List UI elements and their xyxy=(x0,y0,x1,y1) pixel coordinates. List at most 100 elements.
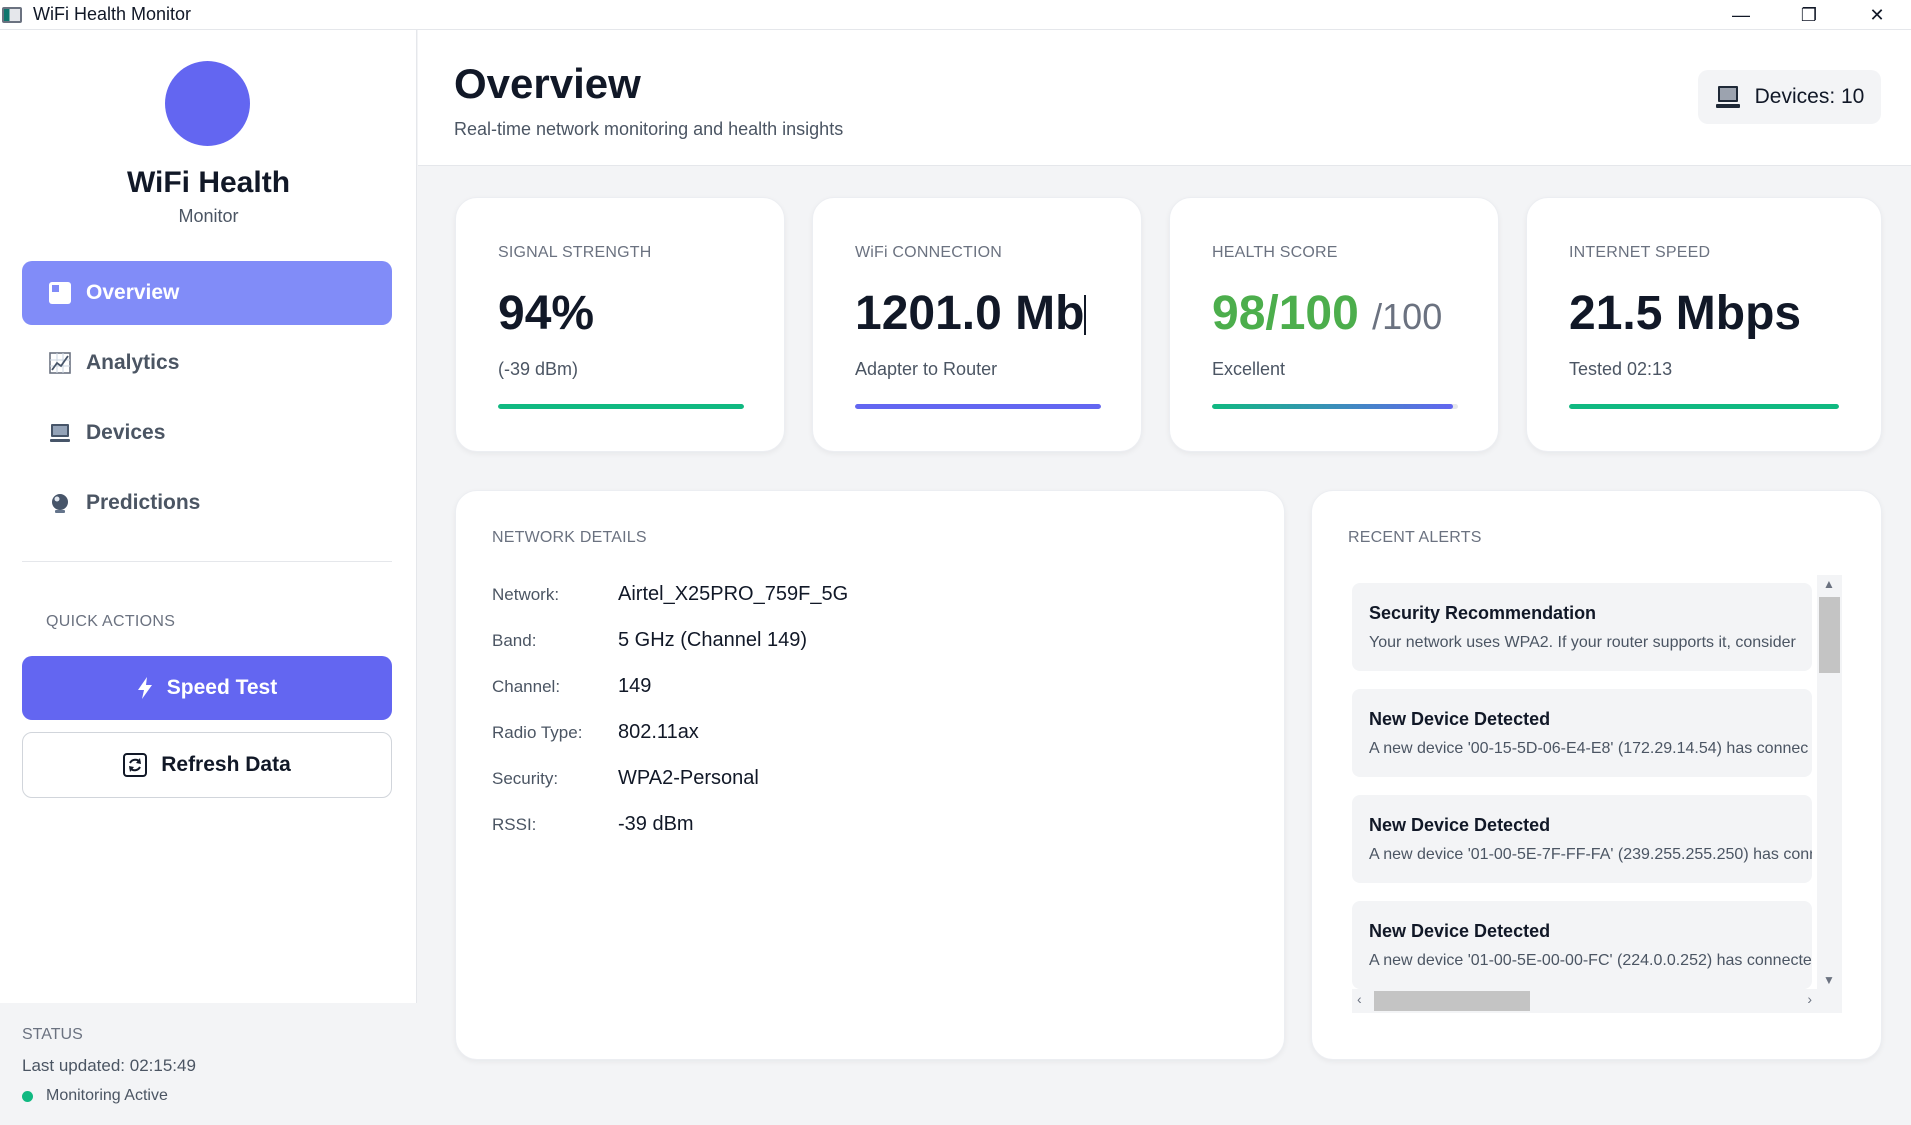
detail-row: Channel: 149 xyxy=(492,675,651,698)
predictions-icon xyxy=(48,491,72,515)
alert-item[interactable]: New Device Detected A new device '00-15-… xyxy=(1352,689,1812,777)
metric-progress-bar xyxy=(1569,404,1839,409)
restore-button[interactable]: ❐ xyxy=(1800,4,1818,25)
alert-title: New Device Detected xyxy=(1369,709,1551,729)
scroll-down-icon[interactable]: ▼ xyxy=(1823,973,1835,987)
sidebar: WiFi Health Monitor Overview Analytics D… xyxy=(0,30,417,1125)
network-details-card: NETWORK DETAILS Network: Airtel_X25PRO_75… xyxy=(455,490,1285,1060)
window-title: WiFi Health Monitor xyxy=(33,4,192,24)
detail-row: RSSI: -39 dBm xyxy=(492,813,694,836)
minimize-button[interactable]: — xyxy=(1732,4,1750,25)
scrollbar-thumb[interactable] xyxy=(1819,597,1840,673)
wifi-connection-card: WiFi CONNECTION 1201.0 Mb Adapter to Rou… xyxy=(812,197,1142,452)
scroll-right-icon[interactable]: › xyxy=(1807,991,1812,1007)
metric-suffix: /100 xyxy=(1372,296,1443,337)
alert-item[interactable]: New Device Detected A new device '01-00-… xyxy=(1352,795,1812,883)
metric-value: 21.5 Mbps xyxy=(1569,287,1802,340)
metric-label: SIGNAL STRENGTH xyxy=(498,244,652,261)
nav-item-analytics[interactable]: Analytics xyxy=(22,331,392,395)
lightning-icon xyxy=(137,677,153,699)
scroll-left-icon[interactable]: ‹ xyxy=(1357,991,1362,1007)
detail-key: RSSI: xyxy=(492,815,537,834)
metric-progress-fill xyxy=(855,404,1101,409)
nav-item-devices[interactable]: Devices xyxy=(22,401,392,465)
detail-row: Band: 5 GHz (Channel 149) xyxy=(492,629,807,652)
nav-item-label: Devices xyxy=(86,421,166,444)
nav-item-predictions[interactable]: Predictions xyxy=(22,471,392,535)
detail-key: Network: xyxy=(492,585,560,604)
metric-progress-bar xyxy=(1212,404,1458,409)
metric-value: 1201.0 Mb xyxy=(855,287,1087,340)
detail-row: Security: WPA2-Personal xyxy=(492,767,759,790)
scrollbar-thumb[interactable] xyxy=(1374,991,1530,1011)
alert-item[interactable]: Security Recommendation Your network use… xyxy=(1352,583,1812,671)
brand-subtitle: Monitor xyxy=(178,206,239,226)
metric-subtext: (-39 dBm) xyxy=(498,359,579,379)
detail-key: Radio Type: xyxy=(492,723,583,742)
alert-message: A new device '00-15-5D-06-E4-E8' (172.29… xyxy=(1369,740,1809,757)
metric-progress-bar xyxy=(855,404,1101,409)
metric-value: 98/100 /100 xyxy=(1212,287,1443,340)
detail-value: WPA2-Personal xyxy=(618,767,759,789)
nav-item-overview[interactable]: Overview xyxy=(22,261,392,325)
app-icon xyxy=(2,6,22,23)
monitoring-status: Monitoring Active xyxy=(22,1087,168,1105)
detail-value: 149 xyxy=(618,675,652,697)
detail-row: Radio Type: 802.11ax xyxy=(492,721,699,744)
page-subtitle: Real-time network monitoring and health … xyxy=(454,119,844,139)
detail-value: 802.11ax xyxy=(618,721,699,743)
nav-item-label: Predictions xyxy=(86,491,201,514)
metric-progress-fill xyxy=(498,404,744,409)
detail-key: Channel: xyxy=(492,677,561,696)
window-controls: — ❐ ✕ xyxy=(1707,0,1911,30)
computer-icon xyxy=(1715,84,1741,110)
refresh-data-label: Refresh Data xyxy=(161,753,291,776)
refresh-icon xyxy=(123,753,148,777)
alert-message: Your network uses WPA2. If your router s… xyxy=(1369,634,1796,651)
title-bar: WiFi Health Monitor — ❐ ✕ xyxy=(0,0,1911,30)
detail-value: -39 dBm xyxy=(618,813,694,835)
alert-title: New Device Detected xyxy=(1369,815,1551,835)
detail-key: Security: xyxy=(492,769,559,788)
metric-label: HEALTH SCORE xyxy=(1212,244,1338,261)
status-panel: STATUS Last updated: 02:15:49 Monitoring… xyxy=(0,1003,417,1125)
alert-title: Security Recommendation xyxy=(1369,603,1597,623)
speed-test-label: Speed Test xyxy=(166,676,278,699)
last-updated: Last updated: 02:15:49 xyxy=(22,1056,196,1075)
devices-badge[interactable]: Devices: 10 xyxy=(1698,70,1881,124)
metric-subtext: Adapter to Router xyxy=(855,359,998,379)
signal-strength-card: SIGNAL STRENGTH 94% (-39 dBm) xyxy=(455,197,785,452)
status-label: STATUS xyxy=(22,1026,83,1043)
detail-value: 5 GHz (Channel 149) xyxy=(618,629,807,651)
divider xyxy=(22,561,392,562)
section-label: NETWORK DETAILS xyxy=(492,529,647,546)
metric-progress-fill xyxy=(1212,404,1454,409)
nav-item-label: Analytics xyxy=(86,351,180,374)
metric-label: INTERNET SPEED xyxy=(1569,244,1711,261)
refresh-data-button[interactable]: Refresh Data xyxy=(22,732,392,798)
alert-item[interactable]: New Device Detected A new device '01-00-… xyxy=(1352,901,1812,989)
internet-speed-card: INTERNET SPEED 21.5 Mbps Tested 02:13 xyxy=(1526,197,1882,452)
recent-alerts-card: RECENT ALERTS Security Recommendation Yo… xyxy=(1311,490,1882,1060)
metric-progress-bar xyxy=(498,404,744,409)
status-dot-icon xyxy=(22,1090,33,1102)
page-title: Overview xyxy=(454,60,641,107)
alert-message: A new device '01-00-5E-00-00-FC' (224.0.… xyxy=(1369,952,1812,969)
alert-title: New Device Detected xyxy=(1369,921,1551,941)
vertical-scrollbar[interactable]: ▲ ▼ xyxy=(1817,575,1842,989)
horizontal-scrollbar[interactable]: ‹ › xyxy=(1352,989,1842,1013)
metric-label: WiFi CONNECTION xyxy=(855,244,1002,261)
detail-row: Network: Airtel_X25PRO_759F_5G xyxy=(492,583,848,606)
metric-subtext: Tested 02:13 xyxy=(1569,359,1673,379)
detail-value: Airtel_X25PRO_759F_5G xyxy=(618,583,849,605)
close-button[interactable]: ✕ xyxy=(1869,4,1885,25)
speed-test-button[interactable]: Speed Test xyxy=(22,656,392,720)
metric-subtext: Excellent xyxy=(1212,359,1286,379)
logo xyxy=(165,61,250,146)
nav-item-label: Overview xyxy=(86,281,180,304)
analytics-icon xyxy=(48,351,72,375)
alert-message: A new device '01-00-5E-7F-FF-FA' (239.25… xyxy=(1369,846,1812,863)
alerts-list[interactable]: Security Recommendation Your network use… xyxy=(1352,575,1822,1001)
scroll-up-icon[interactable]: ▲ xyxy=(1823,577,1835,591)
page-header: Overview Real-time network monitoring an… xyxy=(418,30,1911,166)
